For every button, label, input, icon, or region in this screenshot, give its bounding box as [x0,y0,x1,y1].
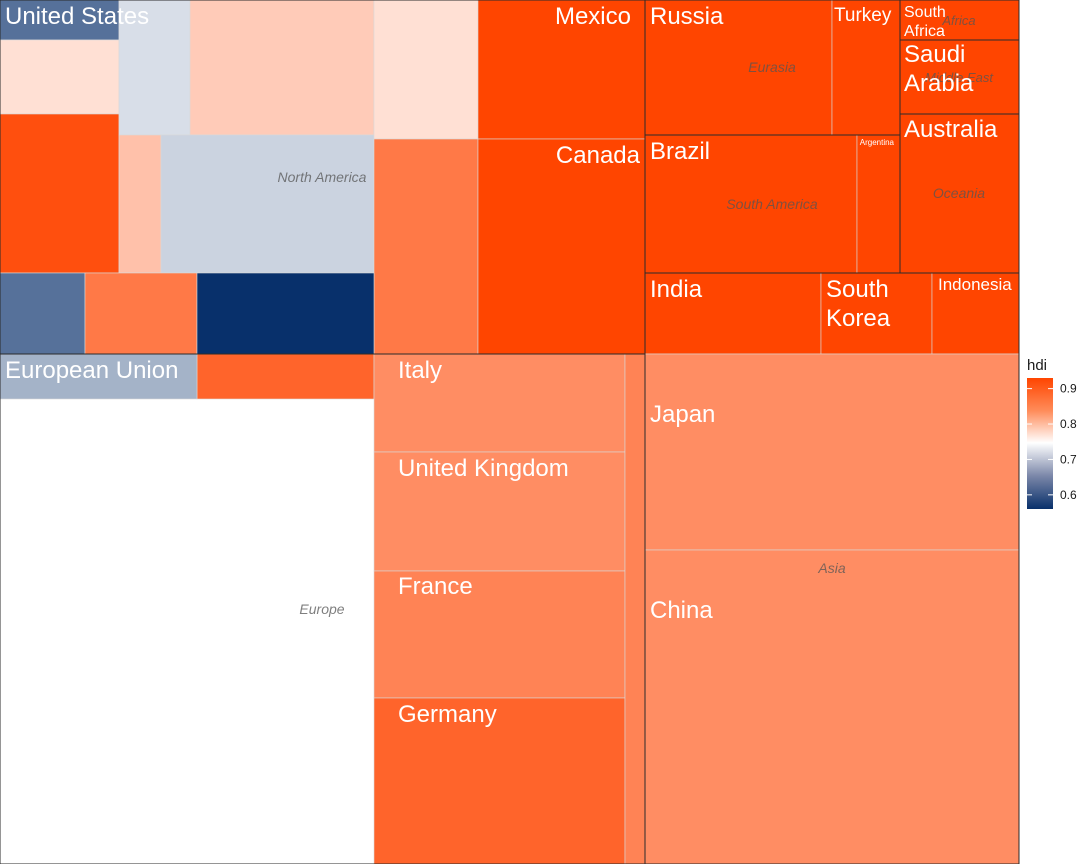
region-label-oceania: Oceania [933,185,985,201]
tile-north-america-11 [196,272,375,355]
label-south-africa: South Africa [904,4,946,40]
tile-north-america-4 [189,0,375,136]
label-indonesia: Indonesia [938,275,1012,294]
tile-france [373,570,626,699]
legend-ticks: 0.9 0.8 0.7 0.6 [1027,382,1077,502]
tile-south-africa [899,0,1020,41]
tile-china [644,549,1020,864]
country-tiles [0,0,1020,864]
tile-north-america-10 [84,272,198,355]
label-india: India [650,276,703,303]
label-european-union: European Union [5,357,178,384]
tile-india [644,272,822,355]
tile-europe-6 [624,353,646,864]
region-label-europe: Europe [299,601,344,617]
label-brazil: Brazil [650,138,710,165]
legend: hdi 0.9 0.8 0.7 0.6 [1027,357,1077,509]
region-border-asia [644,272,1020,864]
legend-colorbar [1027,378,1053,509]
tile-germany [373,697,626,864]
tile-argentina [856,134,901,274]
region-labels: North America Europe Eurasia Africa Middle E… [278,13,995,617]
tile-north-america-3 [118,0,191,136]
legend-tick-label: 0.9 [1060,382,1077,396]
label-canada: Canada [556,142,641,169]
legend-tick-label: 0.6 [1060,488,1077,502]
legend-tick-label: 0.7 [1060,452,1077,466]
label-germany: Germany [398,701,497,728]
label-united-kingdom: United Kingdom [398,455,569,482]
tile-russia [644,0,833,136]
tile-united-states [0,0,120,41]
tile-south-korea [820,272,933,355]
tile-japan [644,353,1020,551]
country-labels: United States Mexico Canada European Union I… [5,3,1012,728]
label-united-states: United States [5,3,149,30]
tile-united-kingdom [373,451,626,572]
region-label-africa: Africa [941,13,975,28]
tile-north-america-7 [373,0,479,140]
label-italy: Italy [398,357,442,384]
legend-title: hdi [1027,357,1047,374]
tile-north-america-8 [373,138,479,355]
tile-european-union [196,353,375,400]
tile-italy [373,353,626,453]
region-label-eurasia: Eurasia [748,59,796,75]
tile-europe-1 [0,353,198,400]
label-japan: Japan [650,401,715,428]
legend-tick-label: 0.8 [1060,417,1077,431]
tile-turkey [831,0,901,136]
label-south-korea: South Korea [826,276,891,332]
label-russia: Russia [650,3,724,30]
tile-north-america-1 [0,39,120,115]
label-mexico: Mexico [555,3,631,30]
tile-australia [899,113,1020,274]
tile-saudi-arabia [899,39,1020,115]
tile-north-america-6 [160,134,375,274]
label-saudi-arabia: Saudi Arabia [904,41,974,97]
region-label-asia: Asia [817,560,845,576]
label-australia: Australia [904,116,998,143]
tile-north-america-9 [0,272,86,355]
tile-canada [477,138,646,355]
region-label-south-america: South America [726,196,818,212]
tile-north-america-2 [0,113,120,274]
tile-brazil [644,134,858,274]
region-label-north-america: North America [278,169,367,185]
label-france: France [398,573,473,600]
region-label-middle-east: Middle East [925,70,994,85]
label-argentina: Argentina [860,138,895,147]
label-turkey: Turkey [834,5,892,26]
tile-north-america-5 [118,134,162,274]
region-borders [0,0,1020,864]
label-china: China [650,597,713,624]
